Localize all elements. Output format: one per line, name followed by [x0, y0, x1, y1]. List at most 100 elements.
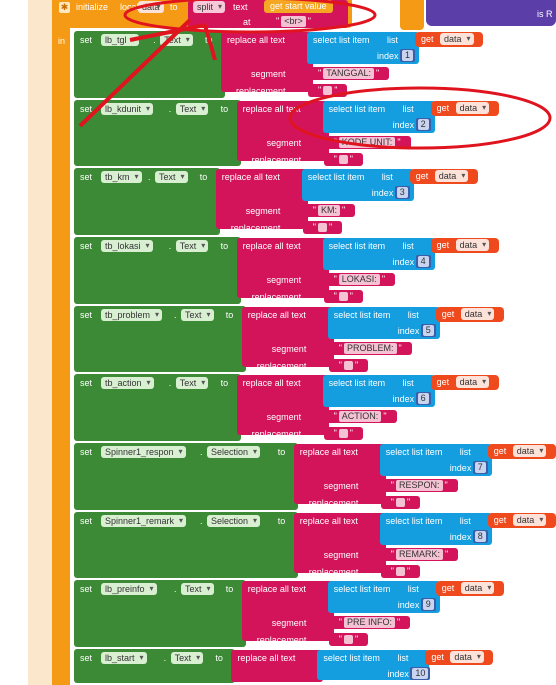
property-dropdown[interactable]: Text: [175, 377, 209, 389]
index-value[interactable]: 7: [474, 462, 486, 473]
variable-dropdown[interactable]: data: [434, 170, 469, 182]
replacement-empty-value[interactable]: [396, 567, 405, 577]
property-dropdown[interactable]: Text: [181, 309, 214, 321]
replacement-string-block[interactable]: " ": [323, 427, 363, 440]
variable-dropdown[interactable]: data: [455, 239, 490, 251]
index-value[interactable]: 4: [417, 256, 429, 267]
replacement-empty-value[interactable]: [344, 635, 353, 645]
index-value[interactable]: 9: [422, 599, 434, 610]
segment-value[interactable]: RESPON:: [396, 480, 443, 491]
component-dropdown[interactable]: Spinner1_respon: [101, 446, 186, 458]
replacement-empty-value[interactable]: [323, 86, 333, 96]
split-dropdown[interactable]: split: [193, 1, 226, 13]
index-number-block[interactable]: 9: [420, 598, 436, 611]
property-dropdown[interactable]: Text: [175, 103, 209, 115]
segment-value[interactable]: PROBLEM:: [344, 343, 397, 354]
replace-all-text-block[interactable]: [241, 581, 334, 641]
index-value[interactable]: 5: [422, 325, 434, 336]
segment-string-block[interactable]: " PROBLEM: ": [328, 342, 412, 355]
replacement-string-block[interactable]: " ": [302, 221, 343, 234]
replacement-empty-value[interactable]: [318, 223, 327, 233]
replace-all-text-block[interactable]: [236, 101, 329, 161]
replace-all-text-block[interactable]: [241, 307, 334, 367]
component-dropdown[interactable]: tb_problem: [101, 309, 163, 321]
property-dropdown[interactable]: Selection: [207, 446, 261, 458]
replacement-string-block[interactable]: " ": [328, 633, 369, 646]
index-value[interactable]: 2: [417, 119, 429, 130]
component-dropdown[interactable]: Spinner1_remark: [101, 515, 187, 527]
separator-string-block[interactable]: " <br> ": [266, 15, 321, 28]
variable-dropdown[interactable]: data: [512, 445, 547, 457]
component-dropdown[interactable]: lb_start: [101, 652, 147, 664]
replace-all-text-block[interactable]: [236, 238, 329, 298]
replace-all-text-block[interactable]: [231, 650, 324, 682]
segment-value[interactable]: KM:: [318, 205, 341, 216]
segment-string-block[interactable]: " PRE INFO: ": [328, 616, 411, 629]
index-value[interactable]: 6: [417, 393, 429, 404]
index-number-block[interactable]: 5: [420, 324, 436, 337]
component-dropdown[interactable]: tb_km: [101, 171, 142, 183]
replace-all-text-block[interactable]: [215, 169, 308, 229]
replacement-string-block[interactable]: " ": [323, 153, 363, 166]
variable-dropdown[interactable]: data: [450, 651, 484, 663]
segment-value[interactable]: REMARK:: [396, 549, 444, 560]
replace-all-text-block[interactable]: [221, 32, 313, 92]
component-dropdown[interactable]: lb_preinfo: [101, 583, 157, 595]
replacement-empty-value[interactable]: [338, 155, 348, 165]
segment-value[interactable]: KODE UNIT:: [338, 137, 396, 148]
segment-string-block[interactable]: " REMARK: ": [380, 548, 459, 561]
variable-dropdown[interactable]: data: [460, 582, 495, 594]
replacement-string-block[interactable]: " ": [328, 359, 369, 372]
get-start-value-block[interactable]: get start value: [264, 0, 333, 13]
segment-string-block[interactable]: " ACTION: ": [323, 410, 397, 423]
index-number-block[interactable]: 1: [400, 49, 416, 62]
segment-string-block[interactable]: " KM: ": [302, 204, 356, 217]
index-number-block[interactable]: 2: [415, 118, 431, 131]
property-dropdown[interactable]: Text: [181, 583, 214, 595]
component-dropdown[interactable]: lb_kdunit: [101, 103, 154, 115]
property-dropdown[interactable]: Text: [170, 652, 204, 664]
set-block[interactable]: [74, 31, 225, 98]
replacement-empty-value[interactable]: [344, 361, 353, 371]
index-number-block[interactable]: 8: [472, 530, 488, 543]
replacement-empty-value[interactable]: [338, 429, 348, 439]
index-number-block[interactable]: 6: [415, 392, 431, 405]
replacement-empty-value[interactable]: [396, 498, 405, 508]
property-dropdown[interactable]: Text: [155, 171, 188, 183]
segment-string-block[interactable]: " RESPON: ": [380, 479, 458, 492]
segment-string-block[interactable]: " LOKASI: ": [323, 273, 396, 286]
set-block[interactable]: [74, 168, 220, 235]
segment-value[interactable]: TANGGAL:: [323, 68, 375, 79]
variable-dropdown[interactable]: data: [455, 102, 490, 114]
component-dropdown[interactable]: tb_lokasi: [101, 240, 153, 252]
component-dropdown[interactable]: tb_action: [101, 377, 154, 389]
replacement-empty-value[interactable]: [338, 292, 348, 302]
replacement-string-block[interactable]: " ": [380, 565, 421, 578]
index-value[interactable]: 1: [402, 50, 414, 61]
index-value[interactable]: 3: [396, 187, 408, 198]
variable-dropdown[interactable]: data: [460, 308, 495, 320]
index-number-block[interactable]: 10: [410, 667, 431, 680]
replacement-string-block[interactable]: " ": [380, 496, 421, 509]
segment-string-block[interactable]: " TANGGAL: ": [308, 67, 390, 80]
variable-dropdown[interactable]: data: [440, 33, 474, 45]
side-block[interactable]: [426, 0, 556, 26]
property-dropdown[interactable]: Text: [175, 240, 209, 252]
variable-dropdown[interactable]: data: [455, 376, 490, 388]
gear-icon[interactable]: ✱: [59, 2, 70, 13]
initialize-local-block[interactable]: [52, 0, 70, 685]
segment-value[interactable]: LOKASI:: [338, 274, 380, 285]
index-number-block[interactable]: 4: [415, 255, 431, 268]
index-number-block[interactable]: 3: [394, 186, 410, 199]
replace-all-text-block[interactable]: [236, 375, 329, 435]
replace-all-text-block[interactable]: [293, 444, 386, 504]
index-value[interactable]: 10: [412, 668, 429, 679]
variable-dropdown[interactable]: data: [512, 514, 547, 526]
separator-value[interactable]: <br>: [281, 16, 306, 27]
index-value[interactable]: 8: [474, 531, 486, 542]
property-dropdown[interactable]: Selection: [207, 515, 261, 527]
side-orange-block[interactable]: [400, 0, 424, 30]
replacement-string-block[interactable]: " ": [323, 290, 363, 303]
segment-value[interactable]: ACTION:: [338, 411, 382, 422]
segment-value[interactable]: PRE INFO:: [344, 617, 396, 628]
